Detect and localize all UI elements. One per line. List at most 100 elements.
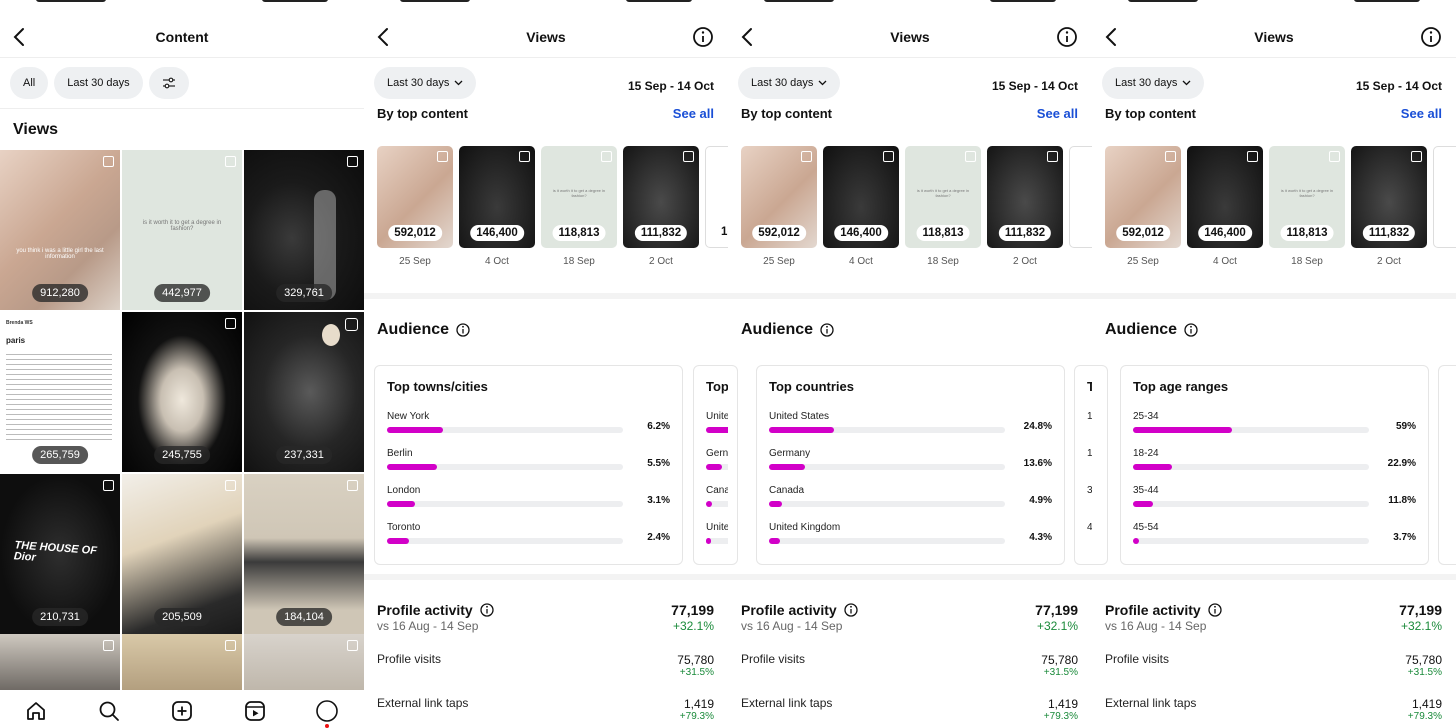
row-label: 1 [1087,411,1092,422]
top-content-post[interactable]: 111,832 [1351,146,1427,248]
info-icon[interactable] [1208,603,1222,617]
top-content-post[interactable] [1069,146,1092,248]
card-title: Top countries [769,379,854,394]
top-content-post[interactable]: 592,012 [377,146,453,248]
profile-activity-label: Profile activity [377,602,473,618]
activity-label: External link taps [377,696,469,710]
view-count: 329,761 [276,284,332,302]
grid-post[interactable]: 245,755 [122,312,242,472]
audience-card-peek[interactable]: Top Unite Gern Cana Unite [693,365,728,565]
audience-card-peek[interactable] [1438,365,1456,565]
activity-label: Profile visits [377,652,442,666]
activity-change: +79.3% [1407,711,1442,722]
create-icon[interactable] [171,700,193,722]
audience-card-peek[interactable]: T 1 1 3 4 [1074,365,1092,565]
view-count: 205,509 [154,608,210,626]
view-count: 210,731 [32,608,88,626]
home-icon[interactable] [25,700,47,722]
row-label: Germany [769,448,811,459]
audience-title: Audience [741,321,834,339]
top-content-post[interactable]: is it worth it to get a degree in fashio… [541,146,617,248]
audience-title: Audience [1105,321,1198,339]
audience-card-peek-left[interactable] [1092,365,1108,565]
info-icon[interactable] [480,603,494,617]
see-all-link[interactable]: See all [1036,106,1078,121]
see-all-link[interactable]: See all [672,106,714,121]
grid-post[interactable]: you think i was a little girl the last i… [0,150,120,310]
info-icon[interactable] [456,323,470,337]
top-content-post[interactable]: 146,400 [1187,146,1263,248]
top-content-post[interactable]: 592,012 [1105,146,1181,248]
see-all-link[interactable]: See all [1400,106,1442,121]
grid-post[interactable]: 329,761 [244,150,364,310]
sliders-icon[interactable] [148,67,189,99]
reels-icon[interactable] [244,700,266,722]
audience-label: Audience [1105,321,1178,338]
grid-post[interactable] [122,634,242,690]
row-percent: 5.5% [647,458,670,469]
audience-row: United Kingdom 4.3% [769,522,1052,554]
top-content-post[interactable]: is it worth it to get a degree in fashio… [1269,146,1345,248]
view-count: 237,331 [276,446,332,464]
date-filter-chip[interactable]: Last 30 days [374,67,477,99]
back-arrow-icon[interactable] [8,26,30,48]
header: Views [1092,18,1456,58]
row-percent: 3.1% [647,495,670,506]
activity-label: External link taps [741,696,833,710]
row-percent: 59% [1395,421,1416,432]
info-icon[interactable] [820,323,834,337]
view-count: 146,400 [1198,225,1252,241]
bottom-tab-bar [0,690,364,728]
back-arrow-icon[interactable] [1100,26,1122,48]
post-caption: THE HOUSE OF Dior [13,539,98,564]
audience-card-towns: Top towns/cities New York 6.2% Berlin 5.5%… [374,365,683,565]
top-content-post[interactable]: is it worth it to get a degree in fashio… [905,146,981,248]
date-range: 15 Sep - 14 Oct [627,79,714,93]
info-icon[interactable] [1420,26,1442,48]
row-label: Unite [706,411,728,422]
top-content-post[interactable]: 111,832 [987,146,1063,248]
chip-all[interactable]: All [10,67,49,99]
profile-icon[interactable] [316,700,338,722]
header: Views [728,18,1092,58]
top-content-post[interactable] [1433,146,1456,248]
post-date: 18 Sep [563,256,595,267]
back-arrow-icon[interactable] [372,26,394,48]
date-range: 15 Sep - 14 Oct [991,79,1078,93]
grid-post[interactable]: 237,331 [244,312,364,472]
date-filter-label: Last 30 days [387,77,450,89]
date-filter-chip[interactable]: Last 30 days [738,67,841,99]
post-caption: is it worth it to get a degree in fashio… [552,188,606,198]
top-content-post[interactable]: 146,400 [823,146,899,248]
grid-post[interactable]: is it worth it to get a degree in fashio… [122,150,242,310]
info-icon[interactable] [692,26,714,48]
audience-row: 18-24 22.9% [1133,448,1416,480]
audience-card-peek-left[interactable] [728,365,738,565]
view-count: 111,832 [634,225,688,241]
activity-label: External link taps [1105,696,1197,710]
chip-last-30-days[interactable]: Last 30 days [54,67,143,99]
top-content-post[interactable]: 111,832 [623,146,699,248]
info-icon[interactable] [844,603,858,617]
grid-post[interactable]: 205,509 [122,474,242,634]
row-label: United States [769,411,830,422]
grid-post[interactable] [0,634,120,690]
audience-row: Canada 4.9% [769,485,1052,517]
info-icon[interactable] [1056,26,1078,48]
card-title: Top [706,379,728,394]
grid-post[interactable]: 184,104 [244,474,364,634]
grid-post[interactable] [244,634,364,690]
row-percent: 6.2% [647,421,670,432]
grid-post[interactable]: THE HOUSE OF Dior 210,731 [0,474,120,634]
search-icon[interactable] [98,700,120,722]
date-filter-chip[interactable]: Last 30 days [1102,67,1205,99]
top-content-post[interactable]: 592,012 [741,146,817,248]
top-content-post[interactable]: 1( [705,146,728,248]
post-date: 25 Sep [399,256,431,267]
back-arrow-icon[interactable] [736,26,758,48]
activity-change: +79.3% [1043,711,1078,722]
grid-post[interactable]: Brenda WS paris 265,759 [0,312,120,472]
top-content-post[interactable]: 146,400 [459,146,535,248]
post-author: Brenda WS [6,320,33,326]
info-icon[interactable] [1184,323,1198,337]
